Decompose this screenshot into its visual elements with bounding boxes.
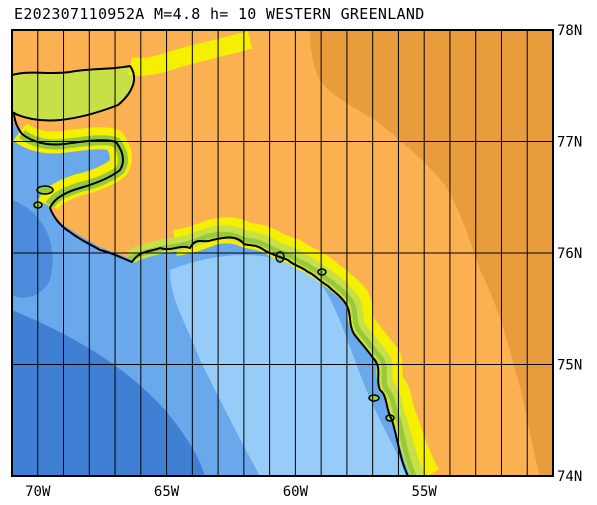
deep-basin bbox=[12, 310, 205, 476]
map-frame bbox=[11, 29, 554, 477]
north-coastline bbox=[12, 65, 136, 122]
coastline bbox=[13, 111, 409, 476]
lat-label: 76N bbox=[557, 246, 582, 262]
shallow-shelf bbox=[170, 255, 410, 476]
island-4 bbox=[368, 394, 380, 402]
north-coast-fringe bbox=[128, 31, 253, 76]
lon-label: 70W bbox=[25, 484, 51, 500]
lon-label: 60W bbox=[283, 484, 309, 500]
deep-patch bbox=[12, 200, 53, 298]
lon-label: 65W bbox=[154, 484, 180, 500]
map-title: E202307110952A M=4.8 h= 10 WESTERN GREEN… bbox=[14, 5, 425, 23]
island-6 bbox=[317, 268, 327, 276]
island-1 bbox=[36, 185, 54, 195]
graticule bbox=[12, 30, 553, 476]
lat-label: 74N bbox=[557, 469, 582, 485]
axis-labels: 70W 65W 60W 55W 78N 77N 76N 75N 74N bbox=[25, 23, 582, 500]
lat-label: 77N bbox=[557, 135, 582, 151]
lat-label: 78N bbox=[557, 23, 582, 39]
north-coast-land bbox=[12, 66, 135, 121]
lat-label: 75N bbox=[557, 358, 582, 374]
lon-label: 55W bbox=[412, 484, 438, 500]
